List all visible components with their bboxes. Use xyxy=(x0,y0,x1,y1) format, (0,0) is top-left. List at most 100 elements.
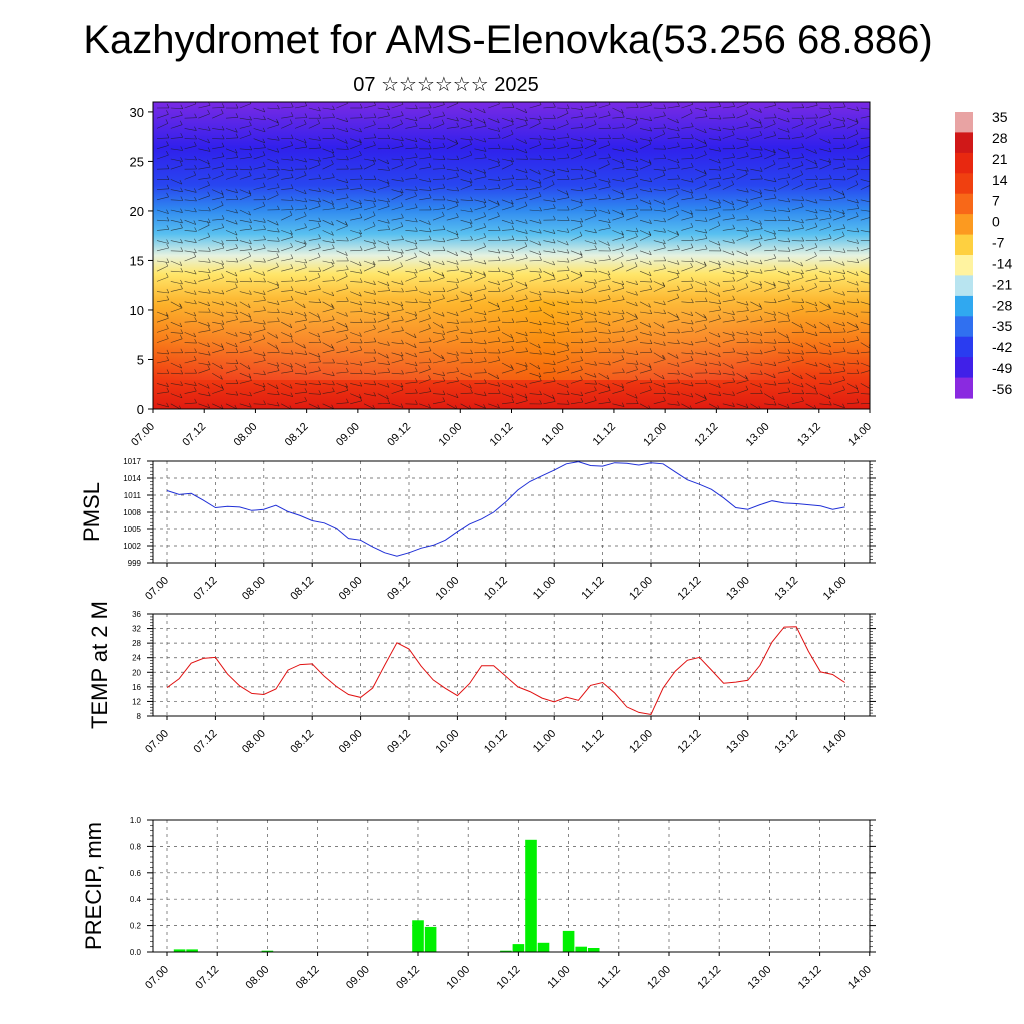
wind-barb xyxy=(322,219,334,226)
wind-barb xyxy=(777,382,791,384)
wind-barb-flag xyxy=(207,360,211,366)
wind-barb-flag xyxy=(635,365,638,370)
wind-barb xyxy=(212,383,224,389)
wind-barb xyxy=(667,178,680,180)
wind-barb xyxy=(446,298,459,303)
wind-barb xyxy=(543,301,555,307)
colorbar-box xyxy=(955,275,973,297)
wind-barb-flag xyxy=(303,344,306,349)
wind-barb xyxy=(722,176,735,180)
wind-barb xyxy=(639,199,652,205)
wind-barb xyxy=(198,219,211,223)
wind-barb xyxy=(667,167,680,170)
wind-barb xyxy=(281,188,294,190)
wind-barb xyxy=(598,163,610,170)
wind-barb xyxy=(722,372,735,376)
wind-barb xyxy=(156,276,169,282)
wind-barb xyxy=(253,372,266,376)
wind-barb xyxy=(805,332,818,336)
wind-barb xyxy=(736,352,749,356)
wind-barb-flag xyxy=(635,399,639,404)
wind-barb-flag xyxy=(290,102,294,108)
wind-barb-flag xyxy=(704,106,708,112)
wind-barb-flag xyxy=(773,102,777,106)
wind-barb-flag xyxy=(456,351,459,356)
wind-barb xyxy=(833,126,846,129)
wind-barb xyxy=(860,393,870,395)
wind-barb xyxy=(777,391,790,394)
wind-barb-flag xyxy=(248,189,252,195)
wind-barb-flag xyxy=(842,385,845,390)
wind-barb xyxy=(695,281,707,286)
pmsl-x-tick-label: 07.12 xyxy=(192,575,220,603)
wind-barb-flag xyxy=(828,110,831,115)
wind-barb-flag xyxy=(566,354,569,360)
wind-barb-flag xyxy=(359,199,362,205)
wind-barb xyxy=(612,216,624,221)
wind-barb-flag xyxy=(663,389,667,394)
wind-barb xyxy=(294,362,307,369)
wind-barb xyxy=(294,227,307,231)
wind-barb-flag xyxy=(871,166,873,170)
wind-barb-flag xyxy=(318,267,322,272)
wind-barb-flag xyxy=(800,342,804,348)
wind-barb-flag xyxy=(827,394,831,399)
wind-barb-flag xyxy=(663,207,666,212)
wind-barb xyxy=(391,239,404,241)
wind-barb-flag xyxy=(483,242,486,247)
wind-barb xyxy=(322,391,335,394)
wind-barb xyxy=(156,352,169,355)
wind-barb-flag xyxy=(415,173,418,179)
colorbar-label: 14 xyxy=(992,172,1008,188)
wind-barb xyxy=(764,249,777,252)
wind-barb xyxy=(419,219,431,225)
wind-barb xyxy=(708,362,721,366)
wind-barb-flag xyxy=(511,270,514,276)
wind-barb xyxy=(722,106,735,109)
wind-barb xyxy=(212,107,225,109)
wind-barb xyxy=(639,138,652,142)
wind-barb xyxy=(529,104,542,109)
wind-barb xyxy=(529,186,542,190)
wind-barb xyxy=(488,165,500,170)
wind-barb xyxy=(750,148,763,151)
wind-barb-flag xyxy=(373,348,377,354)
wind-barb-flag xyxy=(813,385,817,390)
wind-barb xyxy=(764,179,777,183)
wind-barb xyxy=(570,393,583,396)
colorbar-box xyxy=(955,336,973,358)
wind-barb xyxy=(805,321,817,329)
wind-barb xyxy=(626,107,639,109)
wind-barb-flag xyxy=(787,316,791,322)
wind-barb-flag xyxy=(332,105,335,110)
wind-barb-flag xyxy=(718,305,722,311)
wind-barb-flag xyxy=(332,173,335,178)
wind-barb-flag xyxy=(871,399,873,403)
wind-barb-flag xyxy=(166,243,169,249)
wind-barb-flag xyxy=(856,106,859,111)
wind-barb-flag xyxy=(401,249,404,254)
wind-barb-flag xyxy=(746,215,749,220)
wind-barb-flag xyxy=(787,134,791,140)
wind-barb-flag xyxy=(304,157,307,163)
wind-barb xyxy=(377,362,390,365)
wind-barb xyxy=(584,154,597,160)
wind-barb xyxy=(460,276,473,282)
wind-barb-flag xyxy=(221,134,225,140)
wind-barb xyxy=(570,127,584,129)
wind-barb-flag xyxy=(455,311,459,316)
wind-barb-flag xyxy=(580,137,583,142)
wind-barb xyxy=(488,137,501,139)
wind-barb xyxy=(405,207,418,211)
wind-barb xyxy=(791,400,804,405)
wind-barb-flag xyxy=(801,114,805,120)
wind-barb-flag xyxy=(690,319,694,325)
wind-barb-flag xyxy=(386,159,390,164)
heatmap-y-tick-label: 20 xyxy=(130,204,144,219)
wind-barb xyxy=(860,256,870,262)
wind-barb xyxy=(225,403,237,409)
wind-barb-flag xyxy=(717,292,721,297)
wind-barb-flag xyxy=(387,124,391,129)
wind-barb xyxy=(791,227,804,231)
wind-barb-flag xyxy=(539,182,542,187)
